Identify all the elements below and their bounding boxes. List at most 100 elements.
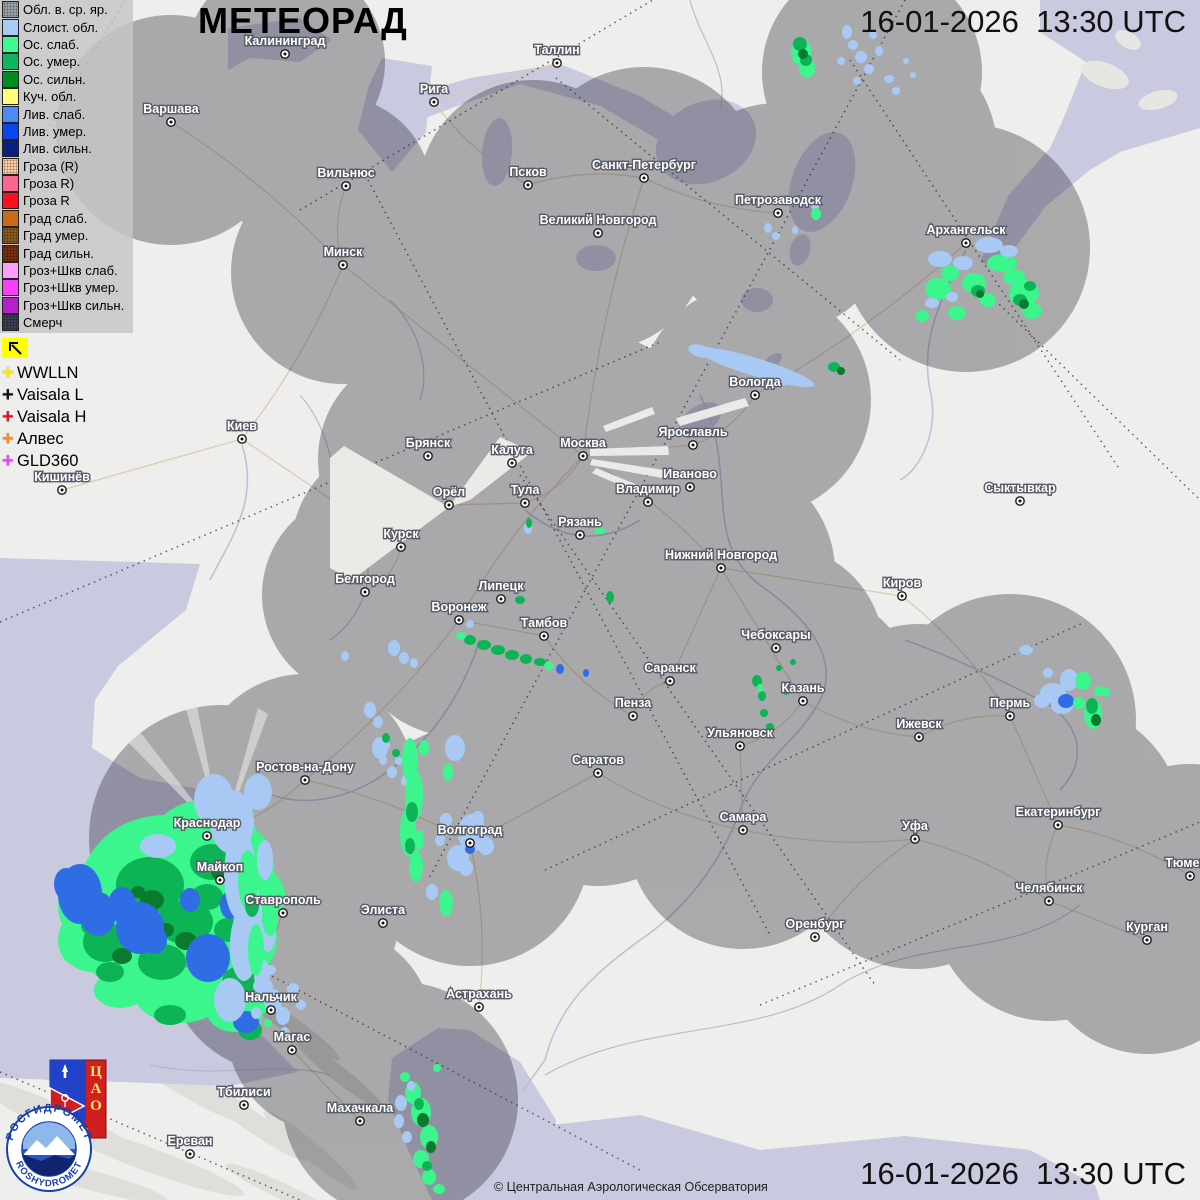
legend-label: Куч. обл. [23, 89, 77, 105]
city-marker [1005, 711, 1015, 721]
city-label: Самара [720, 810, 768, 824]
city-marker [552, 58, 562, 68]
legend-swatch [2, 209, 19, 227]
page-title: МЕТЕОРАД [198, 0, 408, 41]
legend-label: Гроз+Шкв сильн. [23, 297, 125, 313]
city-marker [507, 458, 517, 468]
legend-item: Куч. обл. [1, 88, 133, 106]
legend-label: Слоист. обл. [23, 19, 99, 35]
city-marker [396, 542, 406, 552]
legend-swatch [2, 1, 19, 19]
city-label: Элиста [361, 903, 406, 917]
city-marker [474, 1002, 484, 1012]
city-label: Нижний Новгород [665, 548, 777, 562]
legend-item: Смерч [1, 314, 133, 332]
legend-swatch [2, 192, 19, 210]
islands-layer [1081, 30, 1178, 111]
city-label: Вологда [729, 375, 781, 389]
city-marker [338, 260, 348, 270]
city-marker [685, 482, 695, 492]
city-label: Саратов [572, 753, 624, 767]
city-label: Магас [274, 1030, 311, 1044]
city-label: Махачкала [327, 1101, 395, 1115]
city-marker [735, 741, 745, 751]
lightning-strike-icon: + [2, 362, 14, 384]
svg-text:Ц: Ц [90, 1064, 102, 1080]
legend-swatch [2, 88, 19, 106]
city-marker [496, 594, 506, 604]
city-marker [423, 451, 433, 461]
city-label: Таллин [534, 43, 579, 57]
city-label: Москва [560, 436, 607, 450]
lightning-strike-icon: + [2, 450, 14, 472]
city-label: Кишинёв [34, 470, 90, 484]
lightning-network-item: + WWLLN [2, 362, 86, 384]
city-marker [688, 440, 698, 450]
lightning-legend: + WWLLN + Vaisala L + Vaisala H + Алвес + GLD360 [2, 338, 86, 472]
legend-swatch [2, 227, 19, 245]
city-marker [593, 228, 603, 238]
city-marker [266, 1005, 276, 1015]
city-marker [454, 615, 464, 625]
city-marker [378, 918, 388, 928]
legend-item: Обл. в. ср. яр. [1, 1, 133, 19]
legend-swatch [2, 122, 19, 140]
legend-item: Гроза R [1, 192, 133, 210]
city-label: Тамбов [521, 616, 568, 630]
city-label: Краснодар [174, 816, 241, 830]
legend-item: Град слаб. [1, 209, 133, 227]
city-marker [578, 451, 588, 461]
city-label: Астрахань [446, 987, 512, 1001]
city-label: Киров [883, 576, 922, 590]
city-label: Ижевск [896, 717, 942, 731]
precipitation-legend: Обл. в. ср. яр. Слоист. обл. Ос. слаб. Ос. … [0, 0, 133, 334]
legend-item: Гроза R) [1, 175, 133, 193]
city-label: Сыктывкар [984, 481, 1056, 495]
lightning-network-label: Vaisala L [17, 385, 84, 404]
city-marker [300, 775, 310, 785]
city-label: Калуга [491, 443, 534, 457]
city-label: Пенза [615, 696, 653, 710]
city-marker [771, 643, 781, 653]
city-label: Киев [227, 419, 257, 433]
city-label: Иваново [663, 467, 717, 481]
legend-label: Лив. слаб. [23, 106, 86, 122]
city-label: Петрозаводск [735, 193, 822, 207]
city-label: Ставрополь [245, 893, 321, 907]
city-label: Воронеж [431, 600, 486, 614]
city-label: Волгоград [438, 823, 503, 837]
legend-label: Град сильн. [23, 245, 94, 261]
city-label: Рязань [558, 515, 602, 529]
legend-item: Ос. умер. [1, 53, 133, 71]
legend-label: Обл. в. ср. яр. [23, 2, 108, 18]
city-marker [1044, 896, 1054, 906]
lightning-network-label: Vaisala H [17, 407, 87, 426]
city-marker [628, 711, 638, 721]
legend-label: Гроза R) [23, 176, 75, 192]
city-marker [215, 875, 225, 885]
city-marker [575, 530, 585, 540]
legend-label: Гроза (R) [23, 158, 79, 174]
city-marker [166, 117, 176, 127]
city-marker [280, 49, 290, 59]
legend-label: Град умер. [23, 228, 89, 244]
city-label: Курск [383, 527, 419, 541]
legend-item: Лив. сильн. [1, 140, 133, 158]
lightning-flash-icon [2, 338, 28, 358]
city-label: Чебоксары [741, 628, 810, 642]
city-marker [523, 180, 533, 190]
legend-label: Град слаб. [23, 210, 88, 226]
city-label: Саранск [644, 661, 696, 675]
city-label: Ульяновск [707, 726, 773, 740]
city-marker [798, 696, 808, 706]
legend-item: Ос. сильн. [1, 70, 133, 88]
svg-text:А: А [91, 1081, 102, 1097]
city-marker [202, 831, 212, 841]
city-marker [185, 1149, 195, 1159]
legend-item: Лив. слаб. [1, 105, 133, 123]
legend-label: Ос. слаб. [23, 36, 80, 52]
city-marker [465, 838, 475, 848]
city-label: Тула [511, 483, 541, 497]
arrow-up-left-icon [9, 342, 22, 355]
city-marker [639, 173, 649, 183]
